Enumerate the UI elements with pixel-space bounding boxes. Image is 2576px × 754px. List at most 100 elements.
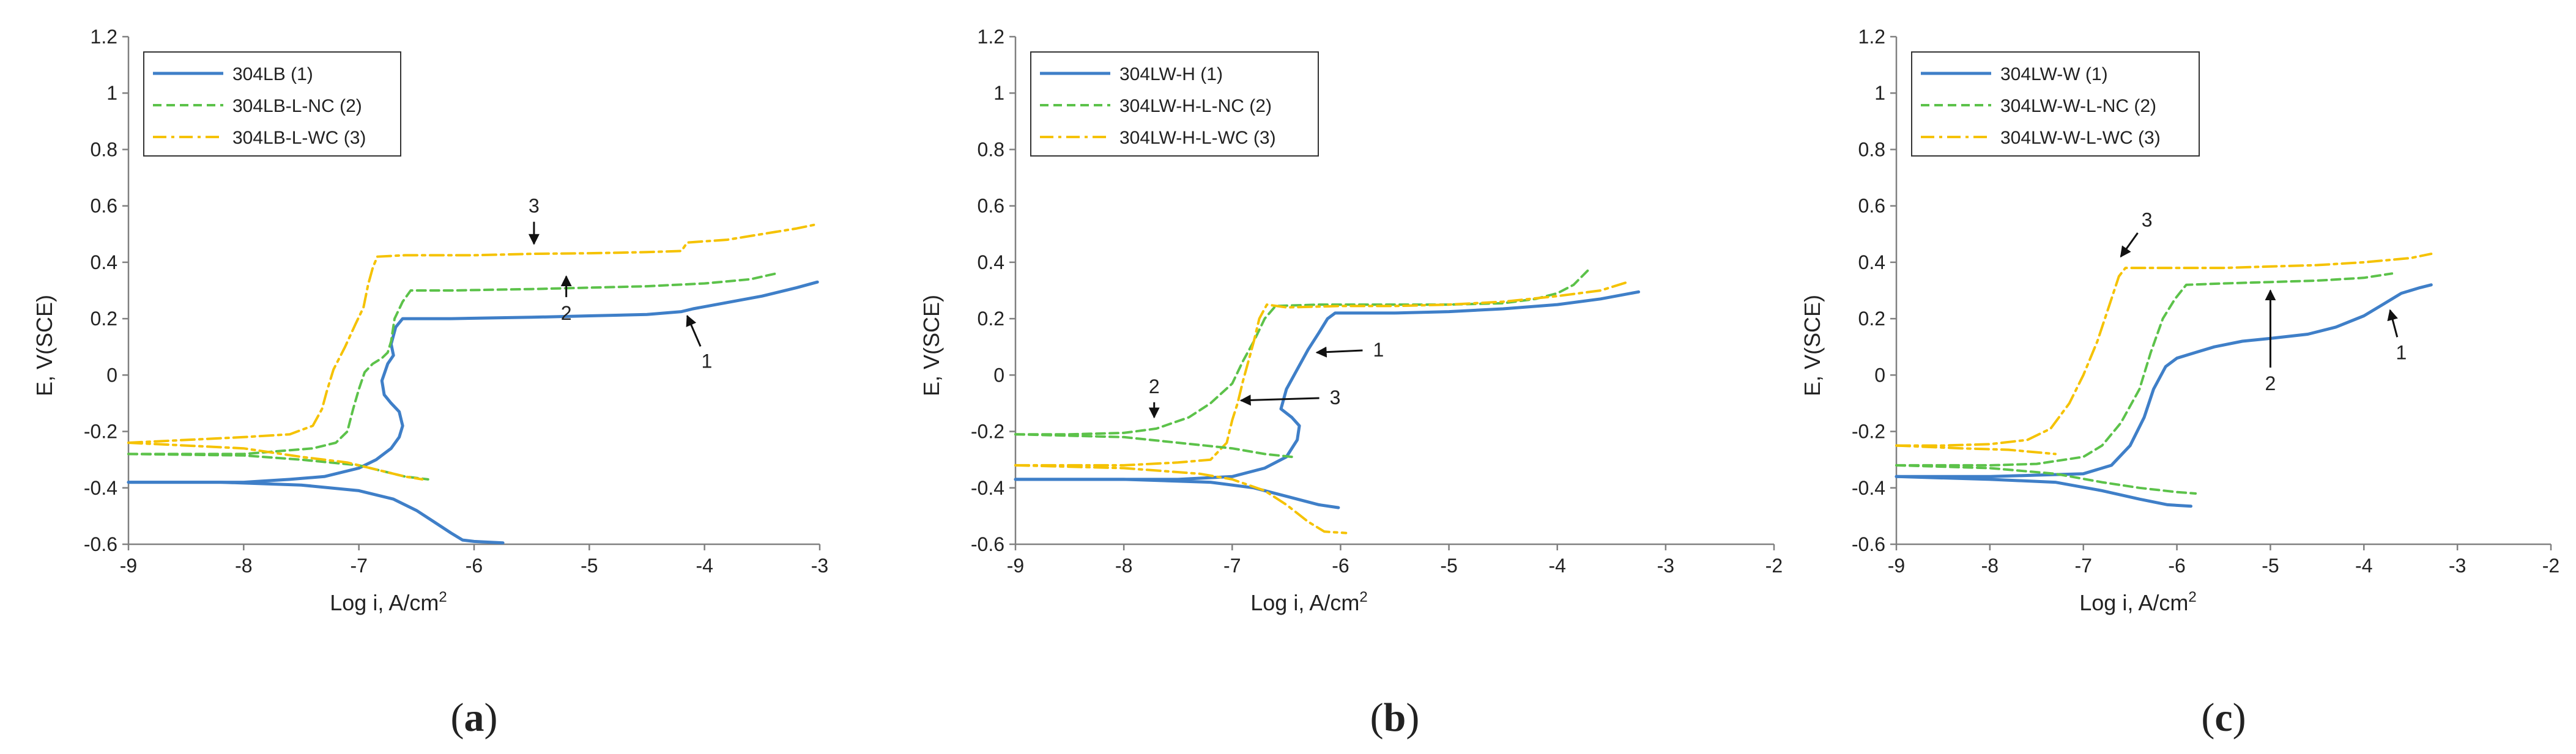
x-tick-label: -5: [581, 555, 598, 577]
x-tick-label: -4: [2355, 555, 2372, 577]
caption-paren-close: ): [1406, 695, 1419, 740]
series-line-304lw-h-1-cathodic: [1014, 478, 1340, 509]
x-tick-label: -5: [2262, 555, 2279, 577]
y-tick-label: 0.6: [978, 195, 1004, 217]
series-line-304lb-1-cathodic: [127, 481, 505, 545]
caption-paren-open: (: [1370, 695, 1384, 740]
y-tick-label: 0.4: [978, 251, 1004, 273]
y-tick-label: -0.6: [84, 533, 117, 555]
y-tick-label: -0.4: [84, 477, 117, 499]
x-tick-label: -7: [1223, 555, 1241, 577]
annotation-arrow-1: [686, 314, 702, 347]
y-tick-label: 0.4: [91, 251, 117, 273]
y-tick-label: 1.2: [91, 26, 117, 48]
x-axis-label: Log i, A/cm2: [2079, 589, 2196, 615]
legend-label-3: 304LW-H-L-WC (3): [1119, 128, 1276, 148]
y-tick-label: -0.2: [971, 421, 1004, 443]
legend-label-1: 304LB (1): [232, 64, 313, 84]
annotation-arrow-3: [2120, 232, 2139, 258]
y-tick-label: 0.6: [1858, 195, 1885, 217]
caption-paren-open: (: [451, 695, 464, 740]
chart-panel-c: 1.2 1 0.8 0.6 0.4 0.2 0 -0.2 -0.4 -0.6-9 -8 -7 -6 -5 -…: [1800, 26, 2559, 740]
series-line-304lw-w-l-wc-3: [1895, 253, 2433, 447]
x-tick-label: -3: [811, 555, 828, 577]
panel-caption: (b): [1370, 695, 1420, 740]
y-tick-label: -0.6: [1852, 533, 1885, 555]
x-tick-label: -3: [2449, 555, 2466, 577]
y-tick-label: 1.2: [978, 26, 1004, 48]
annotation-label-2: 2: [1149, 375, 1160, 397]
series-line-304lw-w-l-nc-2-cathodic: [1895, 464, 2197, 495]
legend-box: [1030, 51, 1319, 157]
y-tick-label: 0.8: [91, 138, 117, 160]
y-tick-label: 0.2: [978, 308, 1004, 330]
x-tick-label: -7: [350, 555, 367, 577]
x-tick-label: -4: [1548, 555, 1565, 577]
y-tick-label: 1: [106, 82, 117, 104]
y-tick-label: 0: [993, 364, 1004, 386]
caption-letter: c: [2214, 695, 2232, 740]
series-line-304lw-h-l-nc-2-cathodic: [1014, 433, 1293, 459]
legend-label-2: 304LW-H-L-NC (2): [1119, 96, 1272, 116]
caption-paren-open: (: [2201, 695, 2214, 740]
legend-label-3: 304LB-L-WC (3): [232, 128, 366, 148]
series-line-304lb-l-wc-3: [127, 223, 819, 444]
series-line-304lw-w-l-nc-2: [1895, 272, 2394, 467]
x-tick-label: -2: [1765, 555, 1783, 577]
series-line-304lb-l-wc-3-cathodic: [127, 442, 424, 481]
y-axis-label: E, V(SCE): [919, 295, 944, 396]
annotation-label-3: 3: [529, 195, 540, 217]
chart-panel-a: 1.2 1 0.8 0.6 0.4 0.2 0 -0.2 -0.4 -0.6-9 -8 -7 -6 -5 -…: [32, 26, 828, 740]
caption-paren-close: ): [2233, 695, 2246, 740]
y-tick-label: -0.2: [1852, 421, 1885, 443]
annotation-label-1: 1: [702, 350, 713, 372]
annotation-arrow-1: [1315, 346, 1363, 358]
x-tick-label: -7: [2074, 555, 2092, 577]
x-tick-label: -6: [2168, 555, 2185, 577]
annotation-label-2: 2: [2265, 372, 2276, 394]
series-line-304lb-l-nc-2-cathodic: [127, 453, 429, 481]
x-tick-label: -9: [1888, 555, 1905, 577]
legend-label-2: 304LW-W-L-NC (2): [2000, 96, 2156, 116]
series-line-304lw-h-l-wc-3-cathodic: [1014, 464, 1348, 534]
caption-paren-close: ): [484, 695, 498, 740]
x-tick-label: -6: [1332, 555, 1349, 577]
annotation-arrow-3: [1239, 394, 1320, 406]
y-tick-label: 0.8: [1858, 138, 1885, 160]
x-tick-label: -2: [2542, 555, 2559, 577]
annotation-arrow-1: [2387, 309, 2399, 338]
x-tick-label: -8: [1115, 555, 1132, 577]
x-tick-label: -5: [1440, 555, 1457, 577]
y-axis-label: E, V(SCE): [1800, 295, 1825, 396]
x-axis-label: Log i, A/cm2: [1250, 589, 1367, 615]
y-tick-label: -0.2: [84, 421, 117, 443]
caption-letter: b: [1384, 695, 1406, 740]
y-tick-label: 1.2: [1858, 26, 1885, 48]
y-tick-label: -0.4: [1852, 477, 1885, 499]
annotation-label-1: 1: [2396, 341, 2407, 363]
y-axis-label: E, V(SCE): [32, 295, 57, 396]
chart-panel-b: 1.2 1 0.8 0.6 0.4 0.2 0 -0.2 -0.4 -0.6-9 -8 -7 -6 -5 -…: [919, 26, 1783, 740]
y-tick-label: 0.2: [1858, 308, 1885, 330]
y-tick-label: 0.2: [91, 308, 117, 330]
annotation-label-3: 3: [1330, 386, 1341, 408]
annotation-label-3: 3: [2142, 209, 2153, 231]
y-tick-label: 1: [993, 82, 1004, 104]
x-tick-label: -3: [1657, 555, 1674, 577]
y-tick-label: -0.4: [971, 477, 1004, 499]
series-line-304lw-h-1: [1014, 290, 1641, 481]
series-line-304lw-h-l-wc-3: [1014, 281, 1629, 467]
legend-label-2: 304LB-L-NC (2): [232, 96, 362, 116]
x-tick-label: -4: [696, 555, 713, 577]
y-tick-label: 0: [106, 364, 117, 386]
series-line-304lb-1: [127, 280, 819, 484]
series-line-304lw-w-1-cathodic: [1895, 475, 2192, 508]
annotation-label-2: 2: [561, 302, 572, 324]
x-tick-label: -8: [1981, 555, 1999, 577]
panel-caption: (c): [2201, 695, 2246, 740]
y-tick-label: 0.8: [978, 138, 1004, 160]
legend-label-3: 304LW-W-L-WC (3): [2000, 128, 2161, 148]
x-tick-label: -9: [1007, 555, 1024, 577]
series-line-304lb-l-nc-2: [127, 272, 778, 456]
